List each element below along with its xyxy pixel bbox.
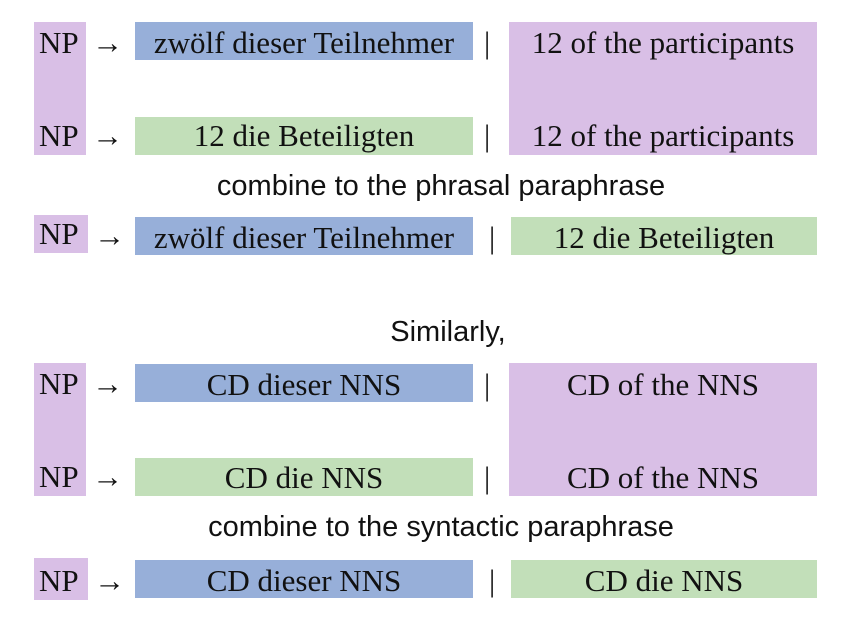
- separator: |: [484, 460, 491, 495]
- separator: |: [484, 25, 491, 60]
- target-phrase-box-result: [511, 560, 817, 598]
- source-phrase-box-4: [135, 458, 473, 496]
- target-phrase-text: CD of the NNS: [566, 367, 760, 402]
- phrasal-caption: combine to the phrasal paraphrase: [216, 170, 666, 202]
- source-phrase-box-1: [135, 22, 473, 60]
- arrow: →: [94, 218, 125, 253]
- arrow: →: [92, 25, 123, 60]
- np-label: NP: [39, 118, 79, 153]
- source-phrase-text: 12 die Beteiligten: [193, 118, 415, 153]
- source-phrase-text: CD dieser NNS: [206, 563, 402, 598]
- target-phrase-text: 12 of the participants: [531, 25, 795, 60]
- separator: |: [489, 563, 496, 598]
- source-phrase-text: zwölf dieser Teilnehmer: [153, 25, 455, 60]
- np-label: NP: [39, 563, 79, 598]
- target-phrase-text: 12 die Beteiligten: [553, 220, 775, 255]
- separator: |: [484, 118, 491, 153]
- syntactic-caption: combine to the syntactic paraphrase: [208, 511, 674, 543]
- lhs-np-box-result: [34, 558, 88, 600]
- target-phrase-box-result: [511, 217, 817, 255]
- lhs-shared-np-box-phrasal: [34, 22, 86, 155]
- target-phrase-text: 12 of the participants: [531, 118, 795, 153]
- arrow: →: [92, 459, 123, 494]
- arrow: →: [92, 366, 123, 401]
- target-shared-box-syntactic: [509, 363, 817, 496]
- source-phrase-text: CD die NNS: [224, 460, 384, 495]
- source-phrase-box-3: [135, 364, 473, 402]
- source-phrase-box-result: [135, 217, 473, 255]
- lhs-shared-np-box-syntactic: [34, 363, 86, 496]
- arrow: →: [92, 118, 123, 153]
- source-phrase-box-result: [135, 560, 473, 598]
- np-label: NP: [39, 25, 79, 60]
- np-label: NP: [39, 366, 79, 401]
- separator: |: [484, 367, 491, 402]
- target-phrase-text: CD die NNS: [584, 563, 744, 598]
- transition-text: Similarly,: [390, 316, 506, 348]
- lhs-np-box-result: [34, 215, 88, 253]
- arrow: →: [94, 563, 125, 598]
- source-phrase-text: CD dieser NNS: [206, 367, 402, 402]
- source-phrase-text: zwölf dieser Teilnehmer: [153, 220, 455, 255]
- target-phrase-text: CD of the NNS: [566, 460, 760, 495]
- np-label: NP: [39, 459, 79, 494]
- separator: |: [489, 220, 496, 255]
- target-shared-box-phrasal: [509, 22, 817, 155]
- source-phrase-box-2: [135, 117, 473, 155]
- np-label: NP: [39, 216, 79, 251]
